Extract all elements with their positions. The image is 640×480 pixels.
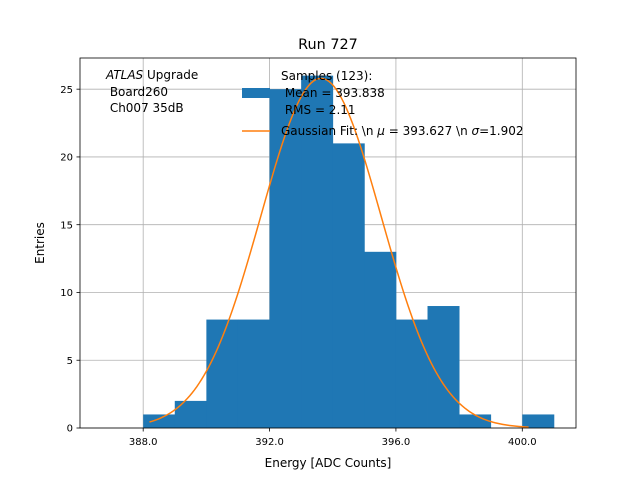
histogram-bar xyxy=(427,306,460,428)
y-tick-label: 25 xyxy=(60,85,73,96)
annotation-line-3: Ch007 35dB xyxy=(106,101,184,115)
annotation-line-1: ATLAS Upgrade xyxy=(105,68,198,82)
y-tick-label: 15 xyxy=(60,220,73,231)
legend-samples-line: Samples (123): xyxy=(281,69,372,83)
histogram-bars xyxy=(143,75,555,429)
atlas-annotation: ATLAS Upgrade Board260 Ch007 35dB xyxy=(105,68,198,115)
fit-curve xyxy=(149,77,529,428)
legend-samples-line: RMS = 2.11 xyxy=(281,103,356,117)
annotation-atlas-italic: ATLAS xyxy=(105,68,144,82)
annotation-upgrade: Upgrade xyxy=(143,68,198,82)
histogram-bar xyxy=(301,75,334,428)
y-tick-label: 5 xyxy=(67,356,73,367)
histogram-bar xyxy=(143,414,176,428)
plot-frame xyxy=(79,57,577,429)
gaussian-fit xyxy=(149,77,529,428)
y-tick-label: 20 xyxy=(60,153,73,164)
histogram-bar xyxy=(332,143,365,428)
y-tick-label: 10 xyxy=(60,288,73,299)
x-axis-ticks: 388.0 392.0 396.0 400.0 xyxy=(129,428,537,448)
x-tick-label: 388.0 xyxy=(129,437,158,448)
x-tick-label: 396.0 xyxy=(382,437,411,448)
legend-swatch-samples xyxy=(242,88,270,98)
x-tick-label: 400.0 xyxy=(508,437,537,448)
histogram-bar xyxy=(269,89,302,429)
x-tick-label: 392.0 xyxy=(255,437,284,448)
histogram-bar xyxy=(459,414,492,428)
histogram-bar xyxy=(364,251,397,428)
annotation-line-2: Board260 xyxy=(106,85,168,99)
y-axis-label: Entries xyxy=(33,222,47,264)
x-axis-label: Energy [ADC Counts] xyxy=(265,456,392,470)
histogram-bar xyxy=(174,400,207,428)
legend-label-samples: Samples (123): Mean = 393.838 RMS = 2.11 xyxy=(281,69,385,117)
histogram-bar xyxy=(522,414,555,428)
y-tick-label: 0 xyxy=(67,424,73,435)
legend-label-fit: Gaussian Fit: \n μ = 393.627 \n σ=1.902 xyxy=(281,124,524,138)
y-axis-ticks: 0 5 10 15 20 25 xyxy=(60,85,80,435)
chart-title: Run 727 xyxy=(298,37,358,53)
histogram-bar xyxy=(395,319,428,428)
legend: Samples (123): Mean = 393.838 RMS = 2.11… xyxy=(242,69,524,138)
legend-samples-line: Mean = 393.838 xyxy=(281,86,385,100)
histogram-bar xyxy=(237,319,270,428)
legend-fit-line: Gaussian Fit: \n μ = 393.627 \n σ=1.902 xyxy=(281,124,524,138)
